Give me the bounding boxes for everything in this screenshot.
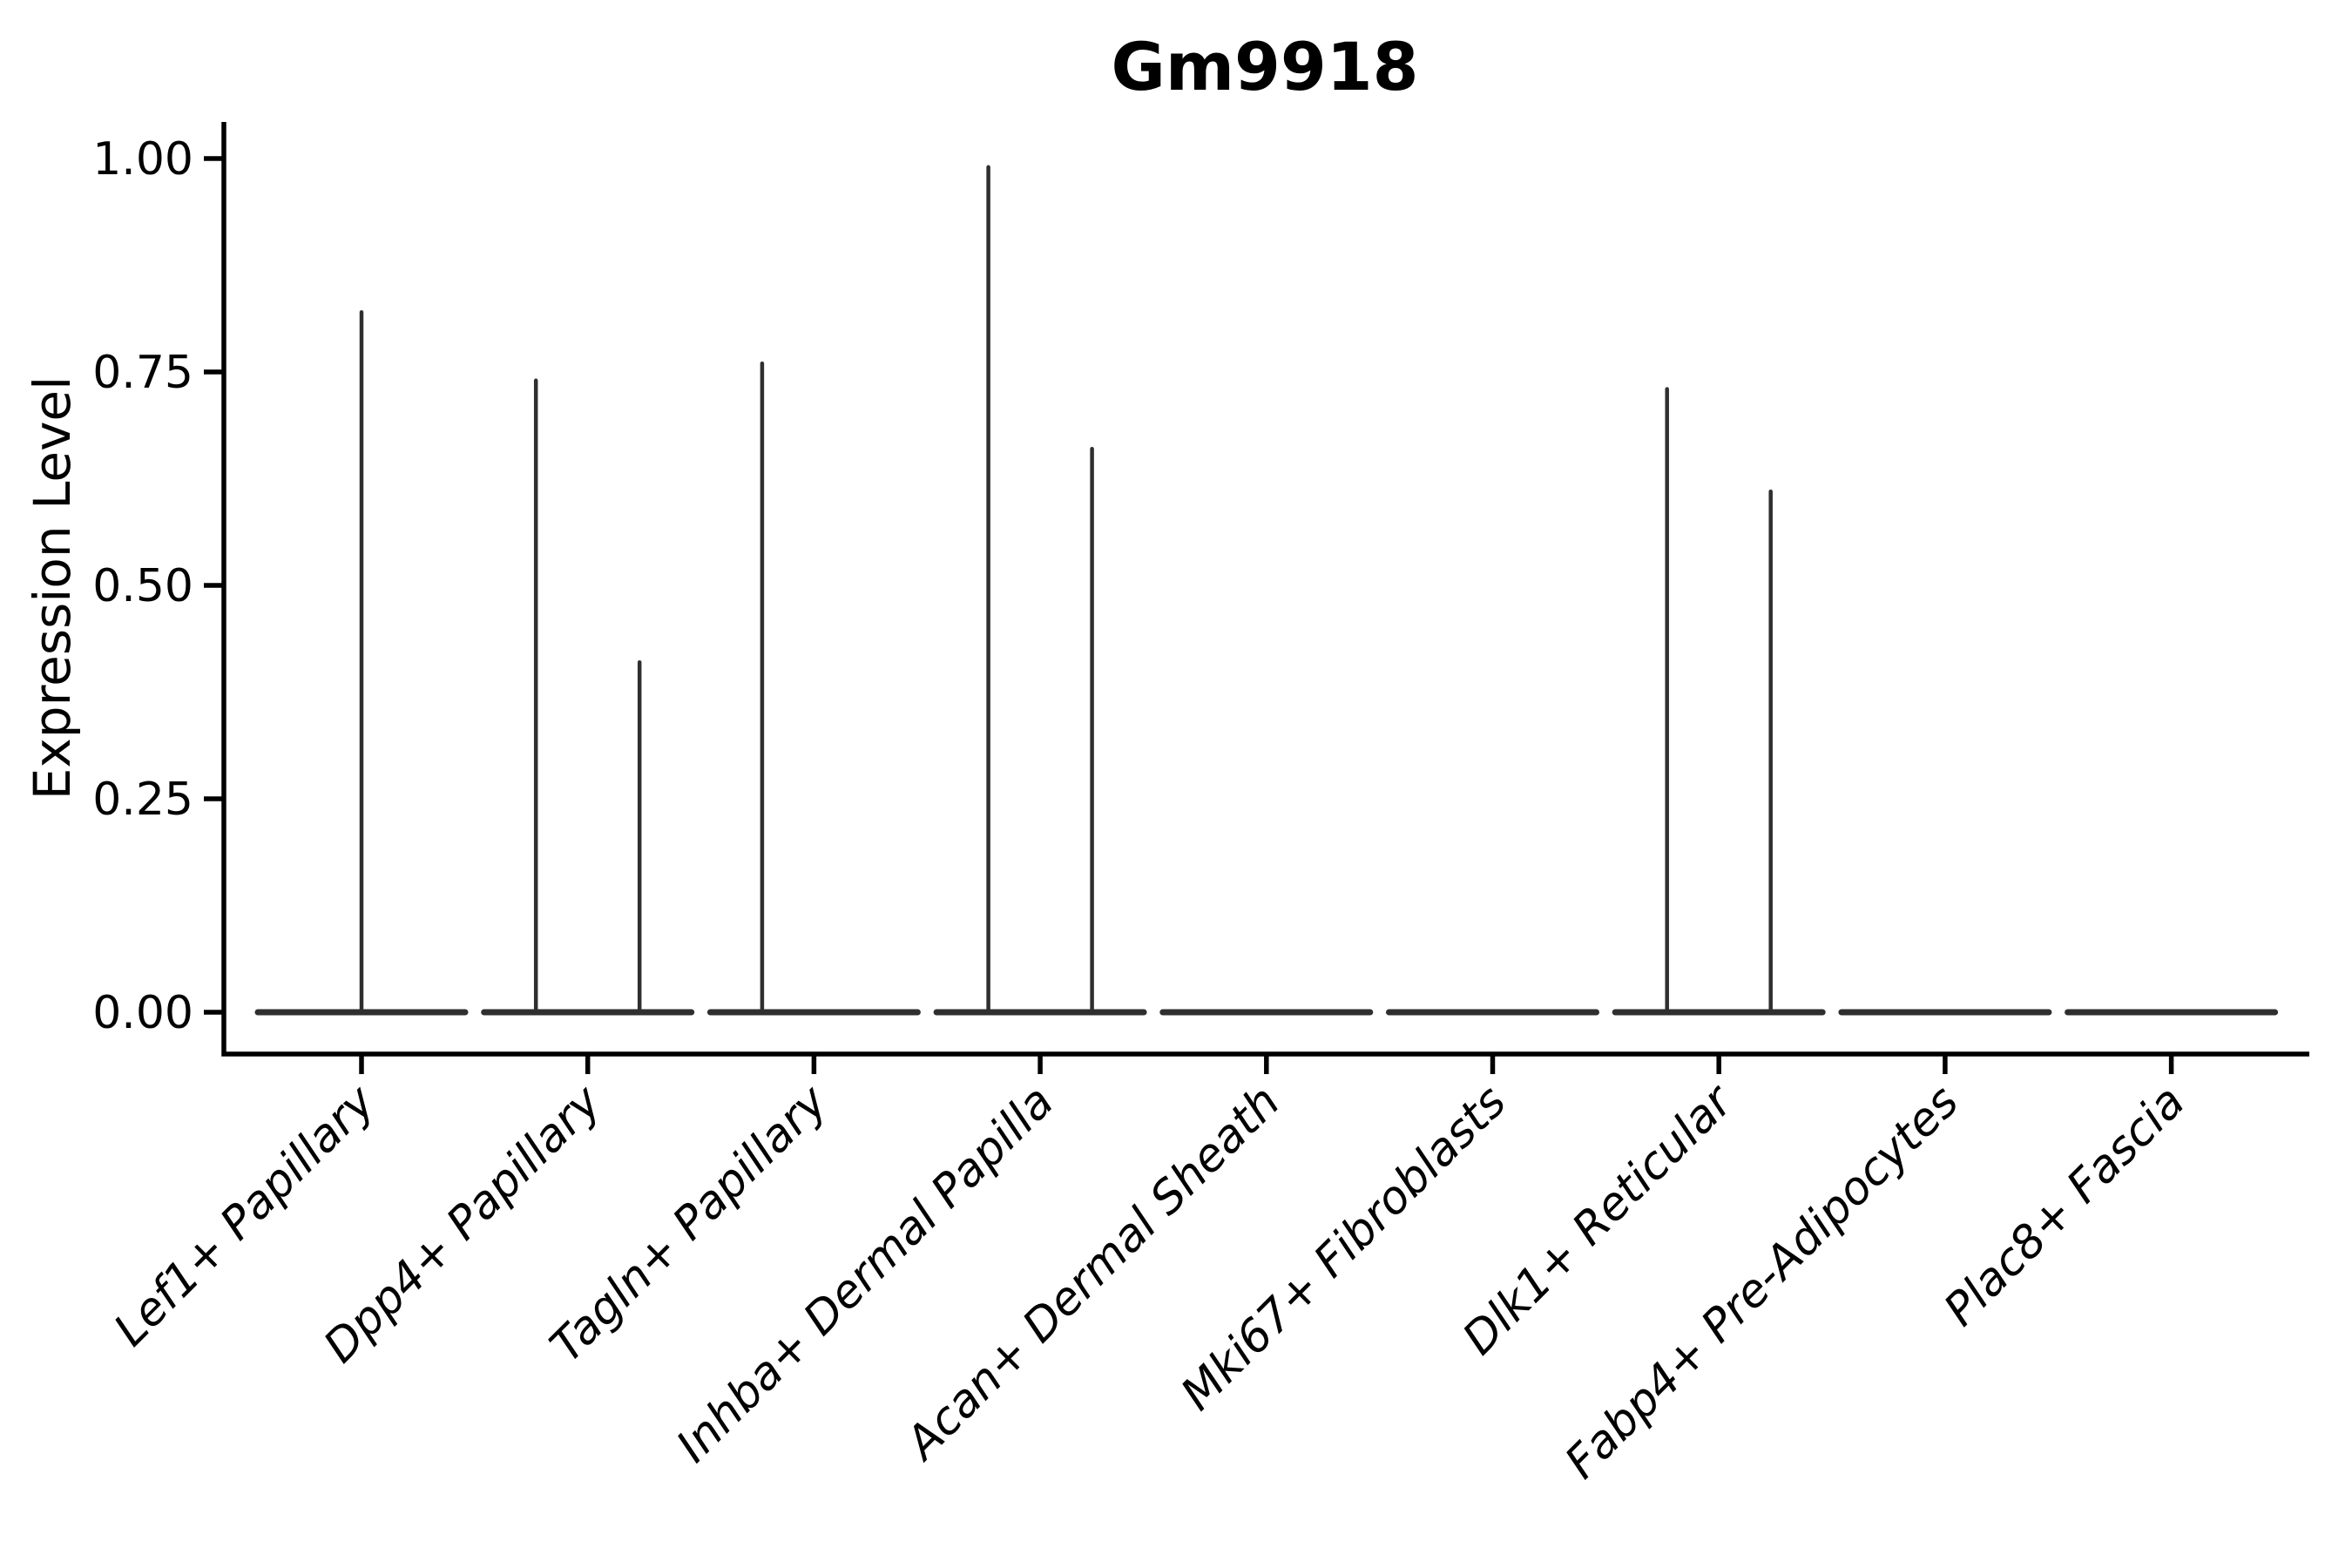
y-ticks-layer: [204, 156, 224, 1015]
x-ticks-layer: [359, 1054, 2174, 1074]
y-tick-labels-layer: 0.00 0.25 0.50 0.75 1.00: [92, 133, 193, 1039]
axis-lines: [221, 122, 2309, 1057]
x-category-label: Inhba+ Dermal Papilla: [667, 1076, 1064, 1473]
x-category-label: Plac8+ Fascia: [1935, 1076, 2195, 1336]
plot-title: Gm9918: [1111, 28, 1418, 105]
y-tick-label: 0.00: [92, 987, 193, 1039]
y-tick-label: 1.00: [92, 133, 193, 186]
violins-layer: [254, 165, 2279, 1016]
y-tick-label: 0.50: [92, 560, 193, 612]
y-axis-title: Expression Level: [23, 376, 82, 800]
x-category-label: Acan+ Dermal Sheath: [895, 1076, 1290, 1471]
y-tick-label: 0.25: [92, 774, 193, 826]
y-tick-label: 0.75: [92, 347, 193, 399]
x-category-label: Fabp4+ Pre-Adipocytes: [1556, 1076, 1970, 1490]
